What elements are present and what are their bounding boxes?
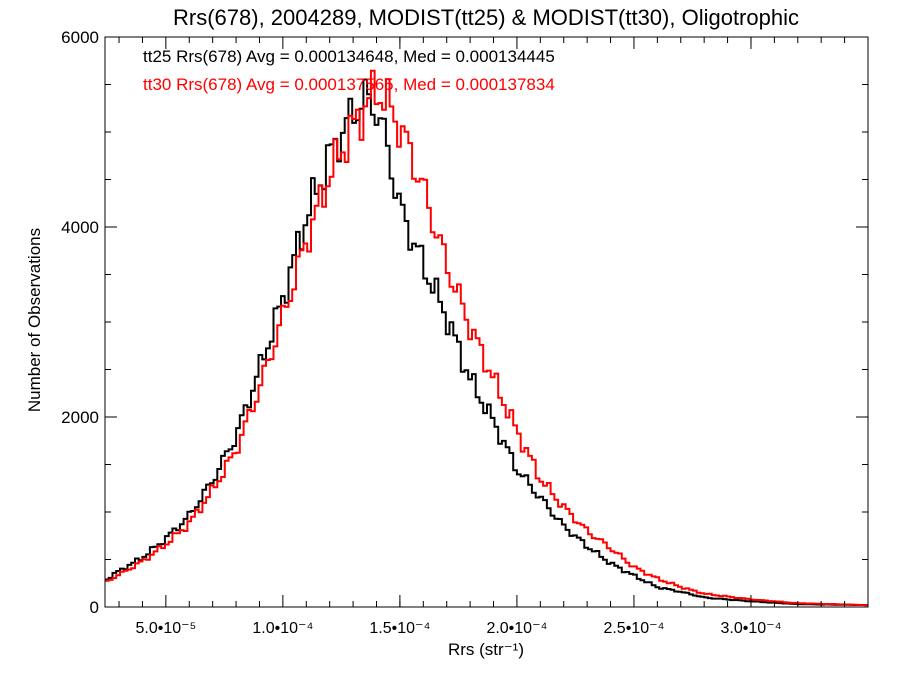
plot-area: 5.0•10⁻⁵ 1.0•10⁻⁴ 1.5•10⁻⁴ 2.0•10⁻⁴ 2.5•10⁻⁴… xyxy=(61,28,869,637)
legend: tt25 Rrs(678) Avg = 0.000134648, Med = 0… xyxy=(143,47,555,94)
x-tick-label: 3.0•10⁻⁴ xyxy=(720,620,781,637)
x-tick-label: 1.0•10⁻⁴ xyxy=(252,620,313,637)
x-tick-label: 2.5•10⁻⁴ xyxy=(603,620,664,637)
x-axis-label: Rrs (str⁻¹) xyxy=(448,640,524,659)
x-tick-label: 2.0•10⁻⁴ xyxy=(486,620,547,637)
legend-label-tt30: tt30 Rrs(678) Avg = 0.000137565, Med = 0… xyxy=(143,75,555,94)
x-tick-label: 5.0•10⁻⁵ xyxy=(135,620,196,637)
legend-label-tt25: tt25 Rrs(678) Avg = 0.000134648, Med = 0… xyxy=(143,47,555,66)
chart-title: Rrs(678), 2004289, MODIST(tt25) & MODIST… xyxy=(173,5,799,30)
series-line-tt30 xyxy=(105,69,868,607)
y-tick-label: 4000 xyxy=(61,218,99,237)
x-tick-label: 1.5•10⁻⁴ xyxy=(369,620,430,637)
series-line-tt25 xyxy=(105,78,868,607)
y-tick-label: 2000 xyxy=(61,408,99,427)
y-axis-label: Number of Observations xyxy=(25,228,44,412)
y-tick-label: 0 xyxy=(90,598,99,617)
plot-frame xyxy=(104,36,869,608)
y-tick-label: 6000 xyxy=(61,28,99,47)
